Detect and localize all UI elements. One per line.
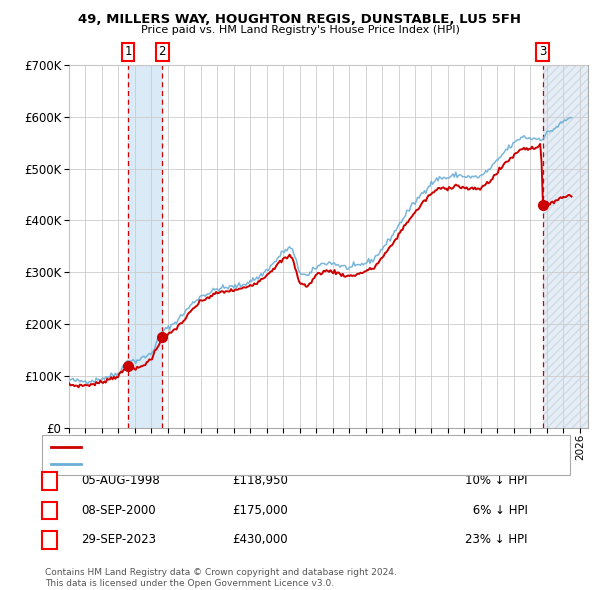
Text: Contains HM Land Registry data © Crown copyright and database right 2024.: Contains HM Land Registry data © Crown c… bbox=[45, 568, 397, 576]
Text: 2: 2 bbox=[158, 45, 166, 58]
Text: 1: 1 bbox=[124, 45, 132, 58]
Text: 2: 2 bbox=[46, 504, 53, 517]
Text: HPI: Average price, detached house, Central Bedfordshire: HPI: Average price, detached house, Cent… bbox=[87, 458, 388, 468]
Text: 08-SEP-2000: 08-SEP-2000 bbox=[81, 504, 155, 517]
Text: 3: 3 bbox=[46, 533, 53, 546]
Text: £430,000: £430,000 bbox=[232, 533, 288, 546]
Text: £175,000: £175,000 bbox=[232, 504, 288, 517]
Text: 23% ↓ HPI: 23% ↓ HPI bbox=[466, 533, 528, 546]
Text: 10% ↓ HPI: 10% ↓ HPI bbox=[466, 474, 528, 487]
Text: 05-AUG-1998: 05-AUG-1998 bbox=[81, 474, 160, 487]
Text: 49, MILLERS WAY, HOUGHTON REGIS, DUNSTABLE, LU5 5FH (detached house): 49, MILLERS WAY, HOUGHTON REGIS, DUNSTAB… bbox=[87, 442, 492, 452]
Text: 29-SEP-2023: 29-SEP-2023 bbox=[81, 533, 156, 546]
Text: Price paid vs. HM Land Registry's House Price Index (HPI): Price paid vs. HM Land Registry's House … bbox=[140, 25, 460, 35]
Bar bbox=[542, 65, 588, 428]
Bar bbox=[128, 65, 163, 428]
Text: This data is licensed under the Open Government Licence v3.0.: This data is licensed under the Open Gov… bbox=[45, 579, 334, 588]
Text: 49, MILLERS WAY, HOUGHTON REGIS, DUNSTABLE, LU5 5FH: 49, MILLERS WAY, HOUGHTON REGIS, DUNSTAB… bbox=[79, 13, 521, 26]
Text: 3: 3 bbox=[539, 45, 547, 58]
Text: £118,950: £118,950 bbox=[232, 474, 288, 487]
Text: 6% ↓ HPI: 6% ↓ HPI bbox=[469, 504, 528, 517]
Text: 1: 1 bbox=[46, 474, 53, 487]
